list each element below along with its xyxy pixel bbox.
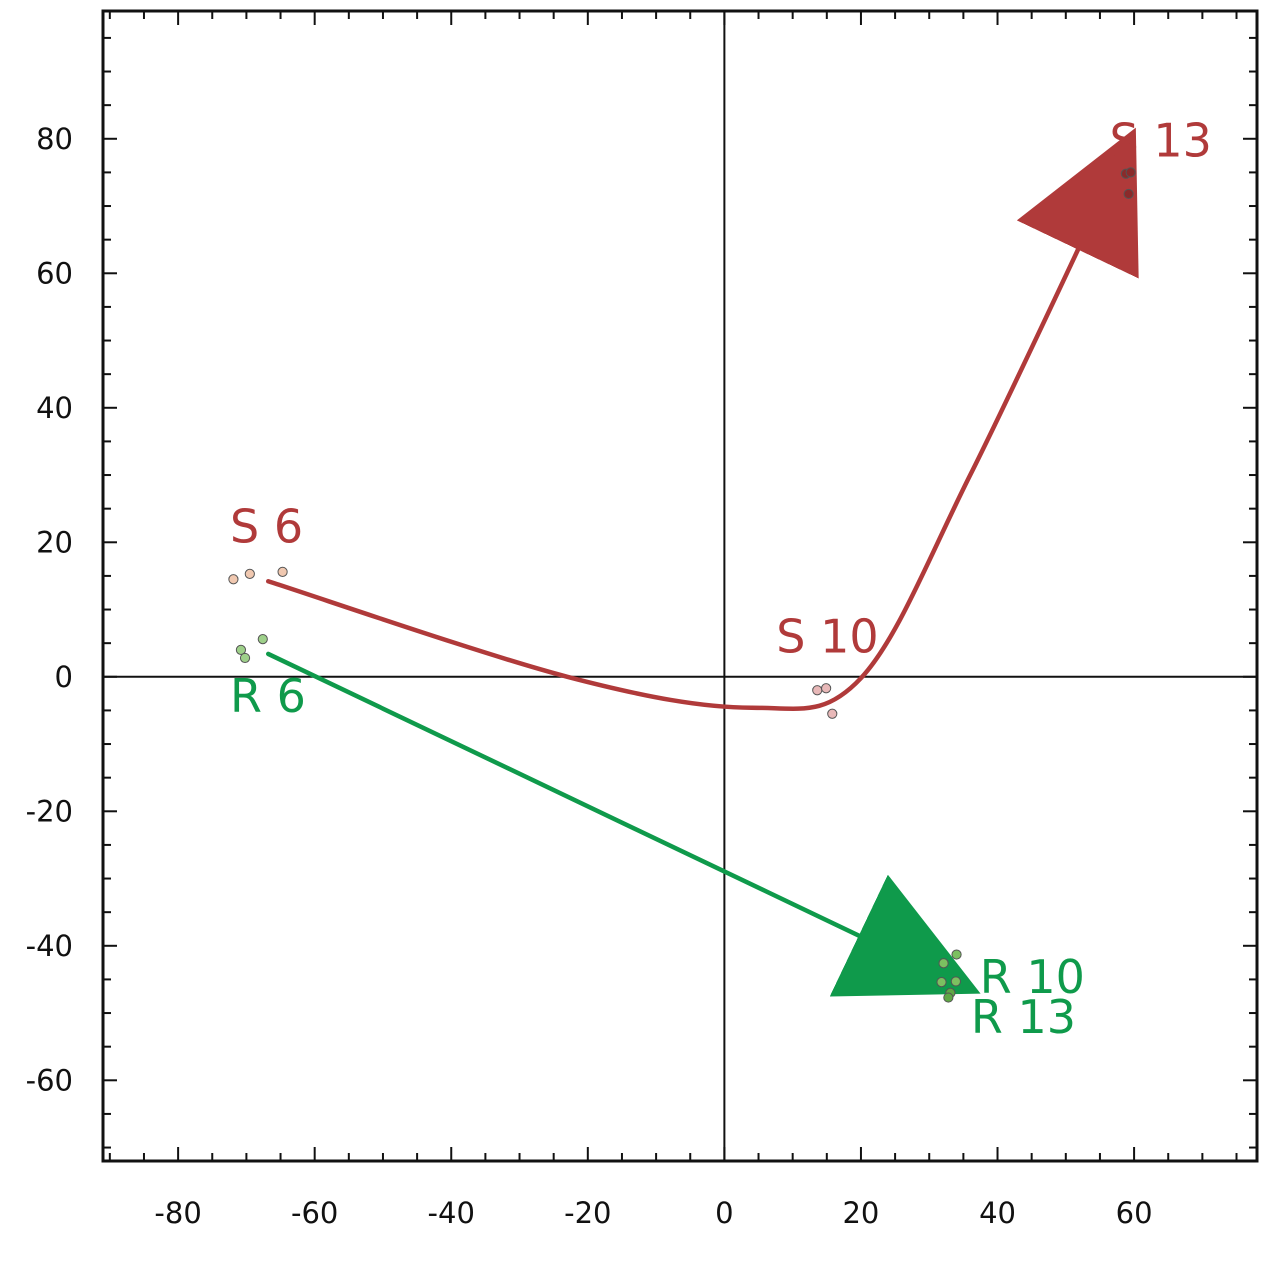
data-point-s-13: [1125, 167, 1136, 178]
group-label-r6: R 6: [230, 669, 306, 723]
data-point-r-10: [936, 977, 947, 988]
group-label-r13: R 13: [971, 990, 1076, 1044]
group-label-s10: S 10: [776, 610, 878, 664]
trajectory-arrow-r: [265, 651, 981, 997]
data-point-s-10: [812, 685, 823, 696]
y-tick-label: 40: [36, 391, 73, 425]
y-tick-label: 80: [36, 122, 73, 156]
zero-lines: [103, 11, 1257, 1161]
x-tick-label: -40: [428, 1196, 475, 1230]
x-tick-label: -80: [154, 1196, 201, 1230]
data-point-s-10: [821, 683, 832, 694]
group-labels: S 6 S 10 S 13 R 6 R 10R 13: [230, 113, 1212, 1044]
data-point-s-6: [277, 566, 288, 577]
group-label-s13: S 13: [1110, 113, 1212, 167]
data-point-r-10: [938, 958, 949, 969]
x-tick-label: 60: [1116, 1196, 1153, 1230]
group-label-s6: S 6: [230, 499, 303, 553]
data-point-s-6: [244, 568, 255, 579]
data-points: [228, 167, 1136, 1003]
data-point-r-6: [239, 652, 251, 664]
y-tick-label: -20: [26, 794, 73, 828]
trajectory-arrow-s: [265, 127, 1139, 712]
data-point-s-6: [228, 574, 239, 585]
group-label-r10: R 10: [980, 950, 1085, 1004]
axis-ticks: -80 -60 -40 -20 0 20 40 60 -60 -40 -20 0 20 40 60 80: [26, 11, 1257, 1230]
y-tick-label: 0: [55, 660, 73, 694]
y-tick-label: 60: [36, 256, 73, 290]
x-tick-label: 40: [979, 1196, 1016, 1230]
x-tick-label: -20: [564, 1196, 611, 1230]
data-point-r-10: [950, 976, 961, 987]
y-tick-label: -40: [26, 929, 73, 963]
trajectories: [265, 127, 1139, 997]
y-tick-label: 20: [36, 525, 73, 559]
data-point-s-13: [1123, 188, 1134, 200]
data-point-r-6: [235, 644, 247, 655]
data-point-r-6: [257, 634, 268, 645]
data-point-r-10: [951, 949, 962, 960]
y-tick-label: -60: [26, 1063, 73, 1097]
x-tick-label: 0: [715, 1196, 733, 1230]
data-point-r-13: [943, 992, 954, 1003]
data-point-s-10: [827, 708, 838, 719]
x-tick-label: 20: [842, 1196, 879, 1230]
x-tick-label: -60: [291, 1196, 338, 1230]
